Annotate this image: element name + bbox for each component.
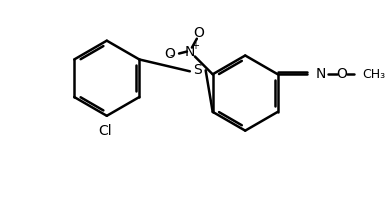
Text: O: O [193, 26, 204, 40]
Text: S: S [193, 63, 202, 77]
Text: Cl: Cl [98, 124, 112, 138]
Text: O: O [336, 67, 347, 81]
Text: N: N [185, 45, 195, 59]
Text: CH₃: CH₃ [362, 68, 385, 81]
Text: N: N [316, 67, 326, 81]
Text: -: - [169, 50, 173, 61]
Text: +: + [191, 41, 199, 51]
Text: O: O [164, 47, 175, 61]
